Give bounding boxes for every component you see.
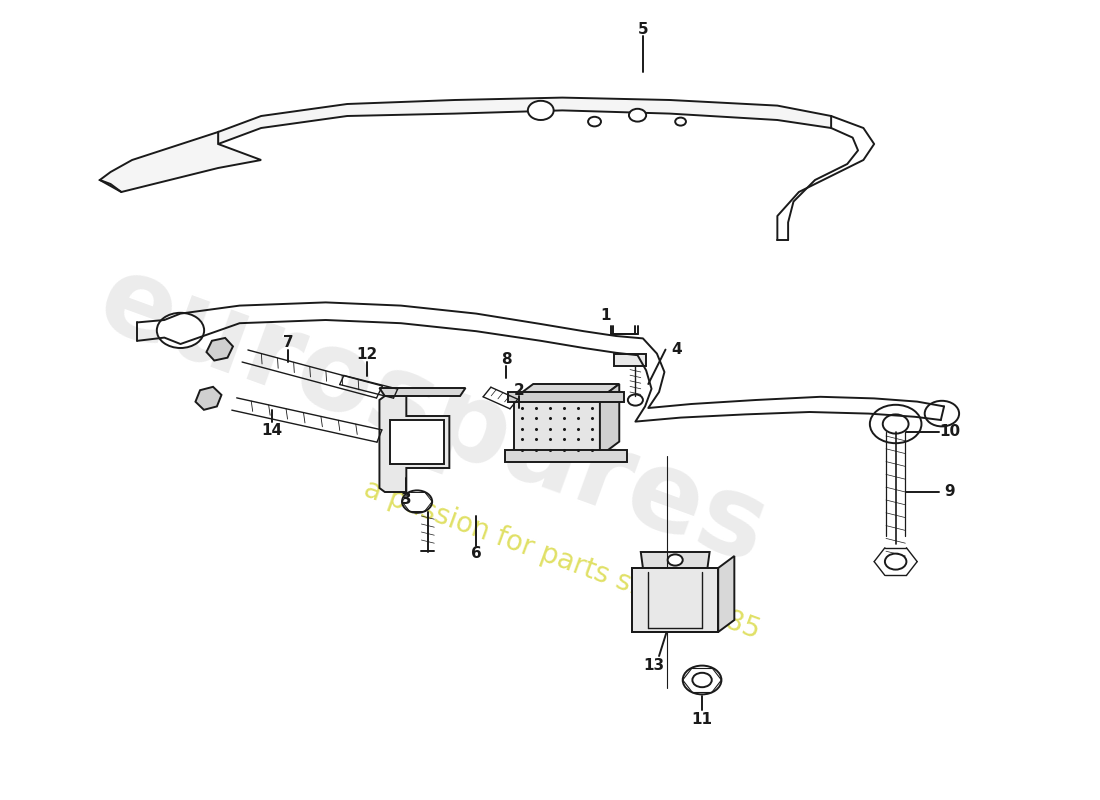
Text: 2: 2 [514,383,525,398]
Polygon shape [390,420,444,464]
Polygon shape [508,392,624,402]
Polygon shape [614,354,646,366]
Polygon shape [600,384,619,456]
Circle shape [402,490,432,513]
Circle shape [675,118,686,126]
Text: 10: 10 [939,425,960,439]
Polygon shape [218,98,832,144]
Circle shape [528,101,553,120]
Text: 11: 11 [692,713,713,727]
Polygon shape [207,338,233,361]
Polygon shape [196,387,221,410]
Circle shape [588,117,601,126]
Text: a passion for parts since 1985: a passion for parts since 1985 [361,475,764,645]
Text: 6: 6 [471,546,482,561]
Text: 4: 4 [671,342,682,357]
Circle shape [683,666,722,694]
Circle shape [157,313,205,348]
Polygon shape [505,450,627,462]
Text: 13: 13 [644,658,664,673]
Polygon shape [718,556,735,632]
Polygon shape [379,388,465,396]
Polygon shape [100,132,261,192]
Text: 1: 1 [600,309,610,323]
Polygon shape [514,384,619,398]
Text: 3: 3 [402,493,411,507]
Circle shape [925,401,959,426]
Text: eurospares: eurospares [85,246,782,586]
Polygon shape [641,552,710,568]
Circle shape [628,394,642,406]
Circle shape [883,414,909,434]
Circle shape [870,405,922,443]
Text: 8: 8 [500,353,512,367]
Text: 9: 9 [944,485,955,499]
Text: 7: 7 [283,335,294,350]
Circle shape [629,109,646,122]
Circle shape [668,554,683,566]
Circle shape [692,673,712,687]
Polygon shape [379,396,449,492]
Text: 5: 5 [638,22,648,37]
Text: 14: 14 [262,423,283,438]
Text: 12: 12 [356,347,377,362]
Polygon shape [632,568,718,632]
Circle shape [884,554,906,570]
Polygon shape [514,398,600,456]
